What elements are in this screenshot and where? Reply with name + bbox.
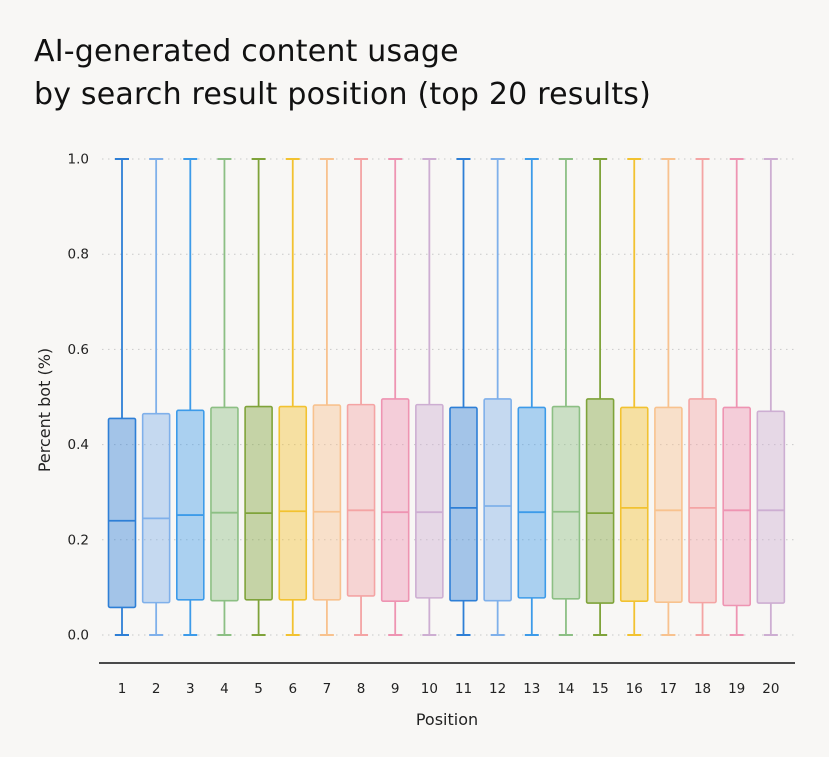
box-position-6	[278, 158, 308, 636]
boxes	[107, 158, 786, 636]
box-position-5	[244, 158, 273, 636]
x-tick-label: 16	[626, 681, 643, 697]
iqr-box	[141, 412, 171, 604]
iqr-box	[244, 405, 273, 601]
box-position-11	[449, 158, 478, 636]
box-position-20	[756, 158, 786, 636]
iqr-box	[654, 406, 683, 603]
box-position-10	[415, 158, 444, 636]
iqr-box	[380, 398, 410, 603]
iqr-box	[210, 406, 239, 602]
iqr-box	[585, 398, 615, 604]
box-position-7	[312, 158, 342, 636]
x-tick-label: 13	[523, 681, 540, 697]
y-tick-label: 0.0	[68, 628, 89, 644]
x-axis-label: Position	[416, 710, 478, 729]
iqr-box	[551, 405, 581, 600]
iqr-box	[107, 417, 137, 609]
box-position-19	[722, 158, 752, 636]
box-position-12	[483, 158, 512, 636]
x-tick-label: 20	[762, 681, 779, 697]
y-tick-label: 0.4	[68, 437, 89, 453]
x-tick-label: 4	[220, 681, 229, 697]
chart-title-line-2: by search result position (top 20 result…	[34, 77, 652, 112]
x-tick-label: 11	[455, 681, 472, 697]
iqr-box	[346, 403, 376, 597]
box-position-16	[619, 158, 649, 636]
y-tick-label: 0.8	[68, 247, 89, 263]
y-axis-ticks: 0.0 0.2 0.4 0.6 0.8 1.0	[68, 152, 89, 644]
box-position-18	[688, 158, 717, 636]
x-tick-label: 5	[254, 681, 263, 697]
box-position-13	[517, 158, 547, 636]
iqr-box	[176, 409, 205, 601]
box-position-4	[210, 158, 239, 636]
box-position-3	[176, 158, 205, 636]
y-tick-label: 1.0	[68, 152, 89, 168]
x-tick-label: 18	[694, 681, 711, 697]
x-tick-label: 9	[391, 681, 400, 697]
iqr-box	[619, 406, 649, 603]
x-tick-label: 8	[357, 681, 366, 697]
x-tick-label: 3	[186, 681, 195, 697]
iqr-box	[278, 405, 308, 601]
box-position-17	[654, 158, 683, 636]
x-tick-label: 6	[288, 681, 297, 697]
chart-title: AI-generated content usage by search res…	[34, 30, 814, 116]
y-axis-label: Percent bot (%)	[35, 348, 54, 472]
y-tick-label: 0.2	[68, 532, 89, 548]
y-tick-label: 0.6	[68, 342, 89, 358]
x-tick-label: 15	[592, 681, 609, 697]
iqr-box	[415, 403, 444, 599]
iqr-box	[449, 406, 478, 602]
box-position-8	[346, 158, 376, 636]
iqr-box	[517, 406, 547, 599]
chart-title-line-1: AI-generated content usage	[34, 34, 459, 69]
box-position-15	[585, 158, 615, 636]
iqr-box	[688, 398, 717, 604]
box-position-14	[551, 158, 581, 636]
x-tick-label: 14	[557, 681, 574, 697]
iqr-box	[312, 404, 342, 601]
x-tick-label: 17	[660, 681, 677, 697]
box-position-1	[107, 158, 137, 636]
box-position-9	[380, 158, 410, 636]
iqr-box	[722, 406, 752, 607]
x-tick-label: 12	[489, 681, 506, 697]
x-tick-label: 7	[323, 681, 332, 697]
x-axis-ticks: 1 2 3 4 5 6 7 8 9 10 11 12 13 14 15 16 17 18 19 20	[118, 681, 780, 697]
box-position-2	[141, 158, 171, 636]
x-tick-label: 19	[728, 681, 745, 697]
x-tick-label: 2	[152, 681, 161, 697]
iqr-box	[756, 410, 786, 604]
iqr-box	[483, 398, 512, 602]
x-tick-label: 10	[421, 681, 438, 697]
x-tick-label: 1	[118, 681, 127, 697]
